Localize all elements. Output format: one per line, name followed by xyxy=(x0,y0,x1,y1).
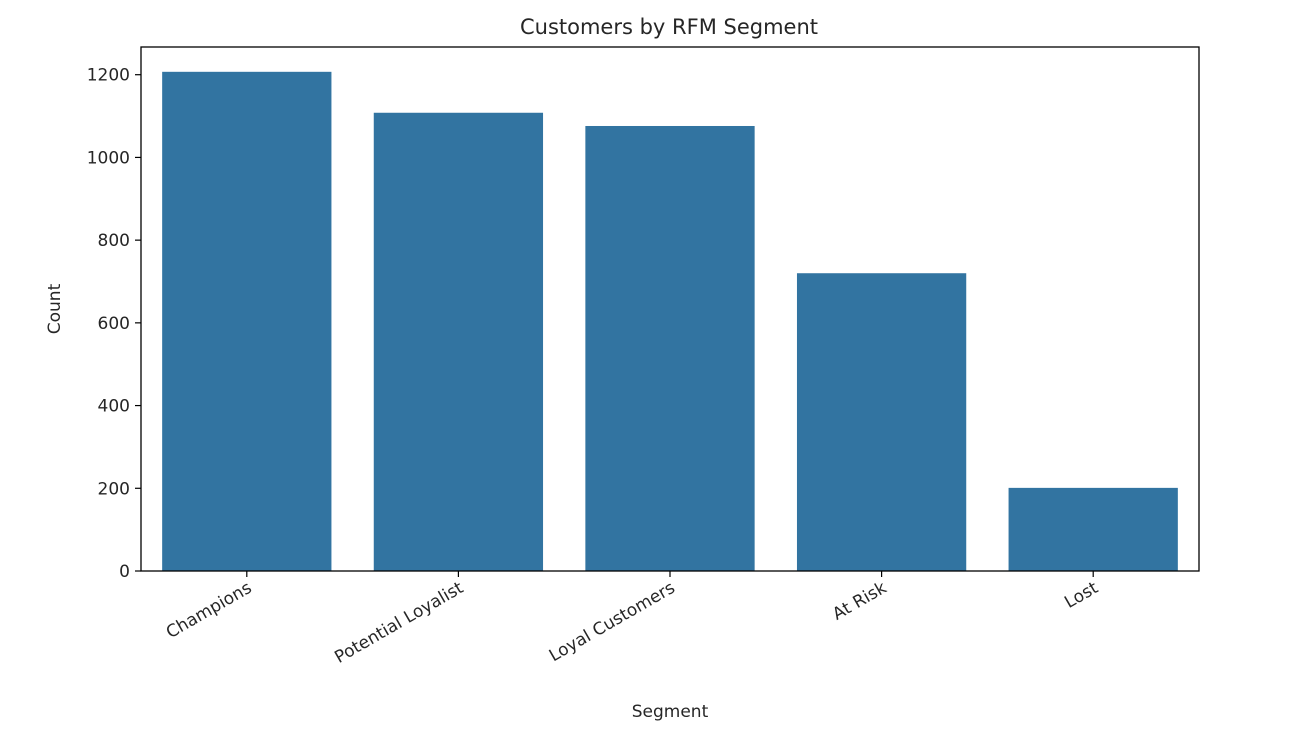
y-tick-label: 600 xyxy=(98,314,130,334)
chart-title: Customers by RFM Segment xyxy=(520,15,818,39)
x-tick-label: Potential Loyalist xyxy=(331,578,467,668)
bar-loyal-customers xyxy=(585,125,755,572)
bar-potential-loyalist xyxy=(373,112,544,571)
y-axis-label: Count xyxy=(45,283,65,334)
y-tick-label: 0 xyxy=(119,562,130,582)
y-tick-label: 1000 xyxy=(87,148,130,168)
y-tick-label: 200 xyxy=(98,479,130,499)
bar-champions xyxy=(162,71,332,572)
bar-lost xyxy=(1008,487,1178,571)
plot-frame xyxy=(140,46,1200,572)
x-tick-label: Champions xyxy=(163,578,256,643)
x-tick-label: Lost xyxy=(1061,578,1102,613)
y-tick-label: 1200 xyxy=(87,66,130,86)
bar-at-risk xyxy=(796,273,967,571)
x-tick-label: Loyal Customers xyxy=(546,578,679,666)
x-tick-label: At Risk xyxy=(829,578,890,625)
y-tick-label: 400 xyxy=(98,397,130,417)
y-axis-ticks: 0 200 400 600 800 1000 1200 xyxy=(87,66,141,582)
y-tick-label: 800 xyxy=(98,231,130,251)
bars-layer xyxy=(162,71,1178,572)
x-axis-label: Segment xyxy=(632,702,709,722)
x-axis-ticks: Champions Potential Loyalist Loyal Custome… xyxy=(163,571,1102,668)
